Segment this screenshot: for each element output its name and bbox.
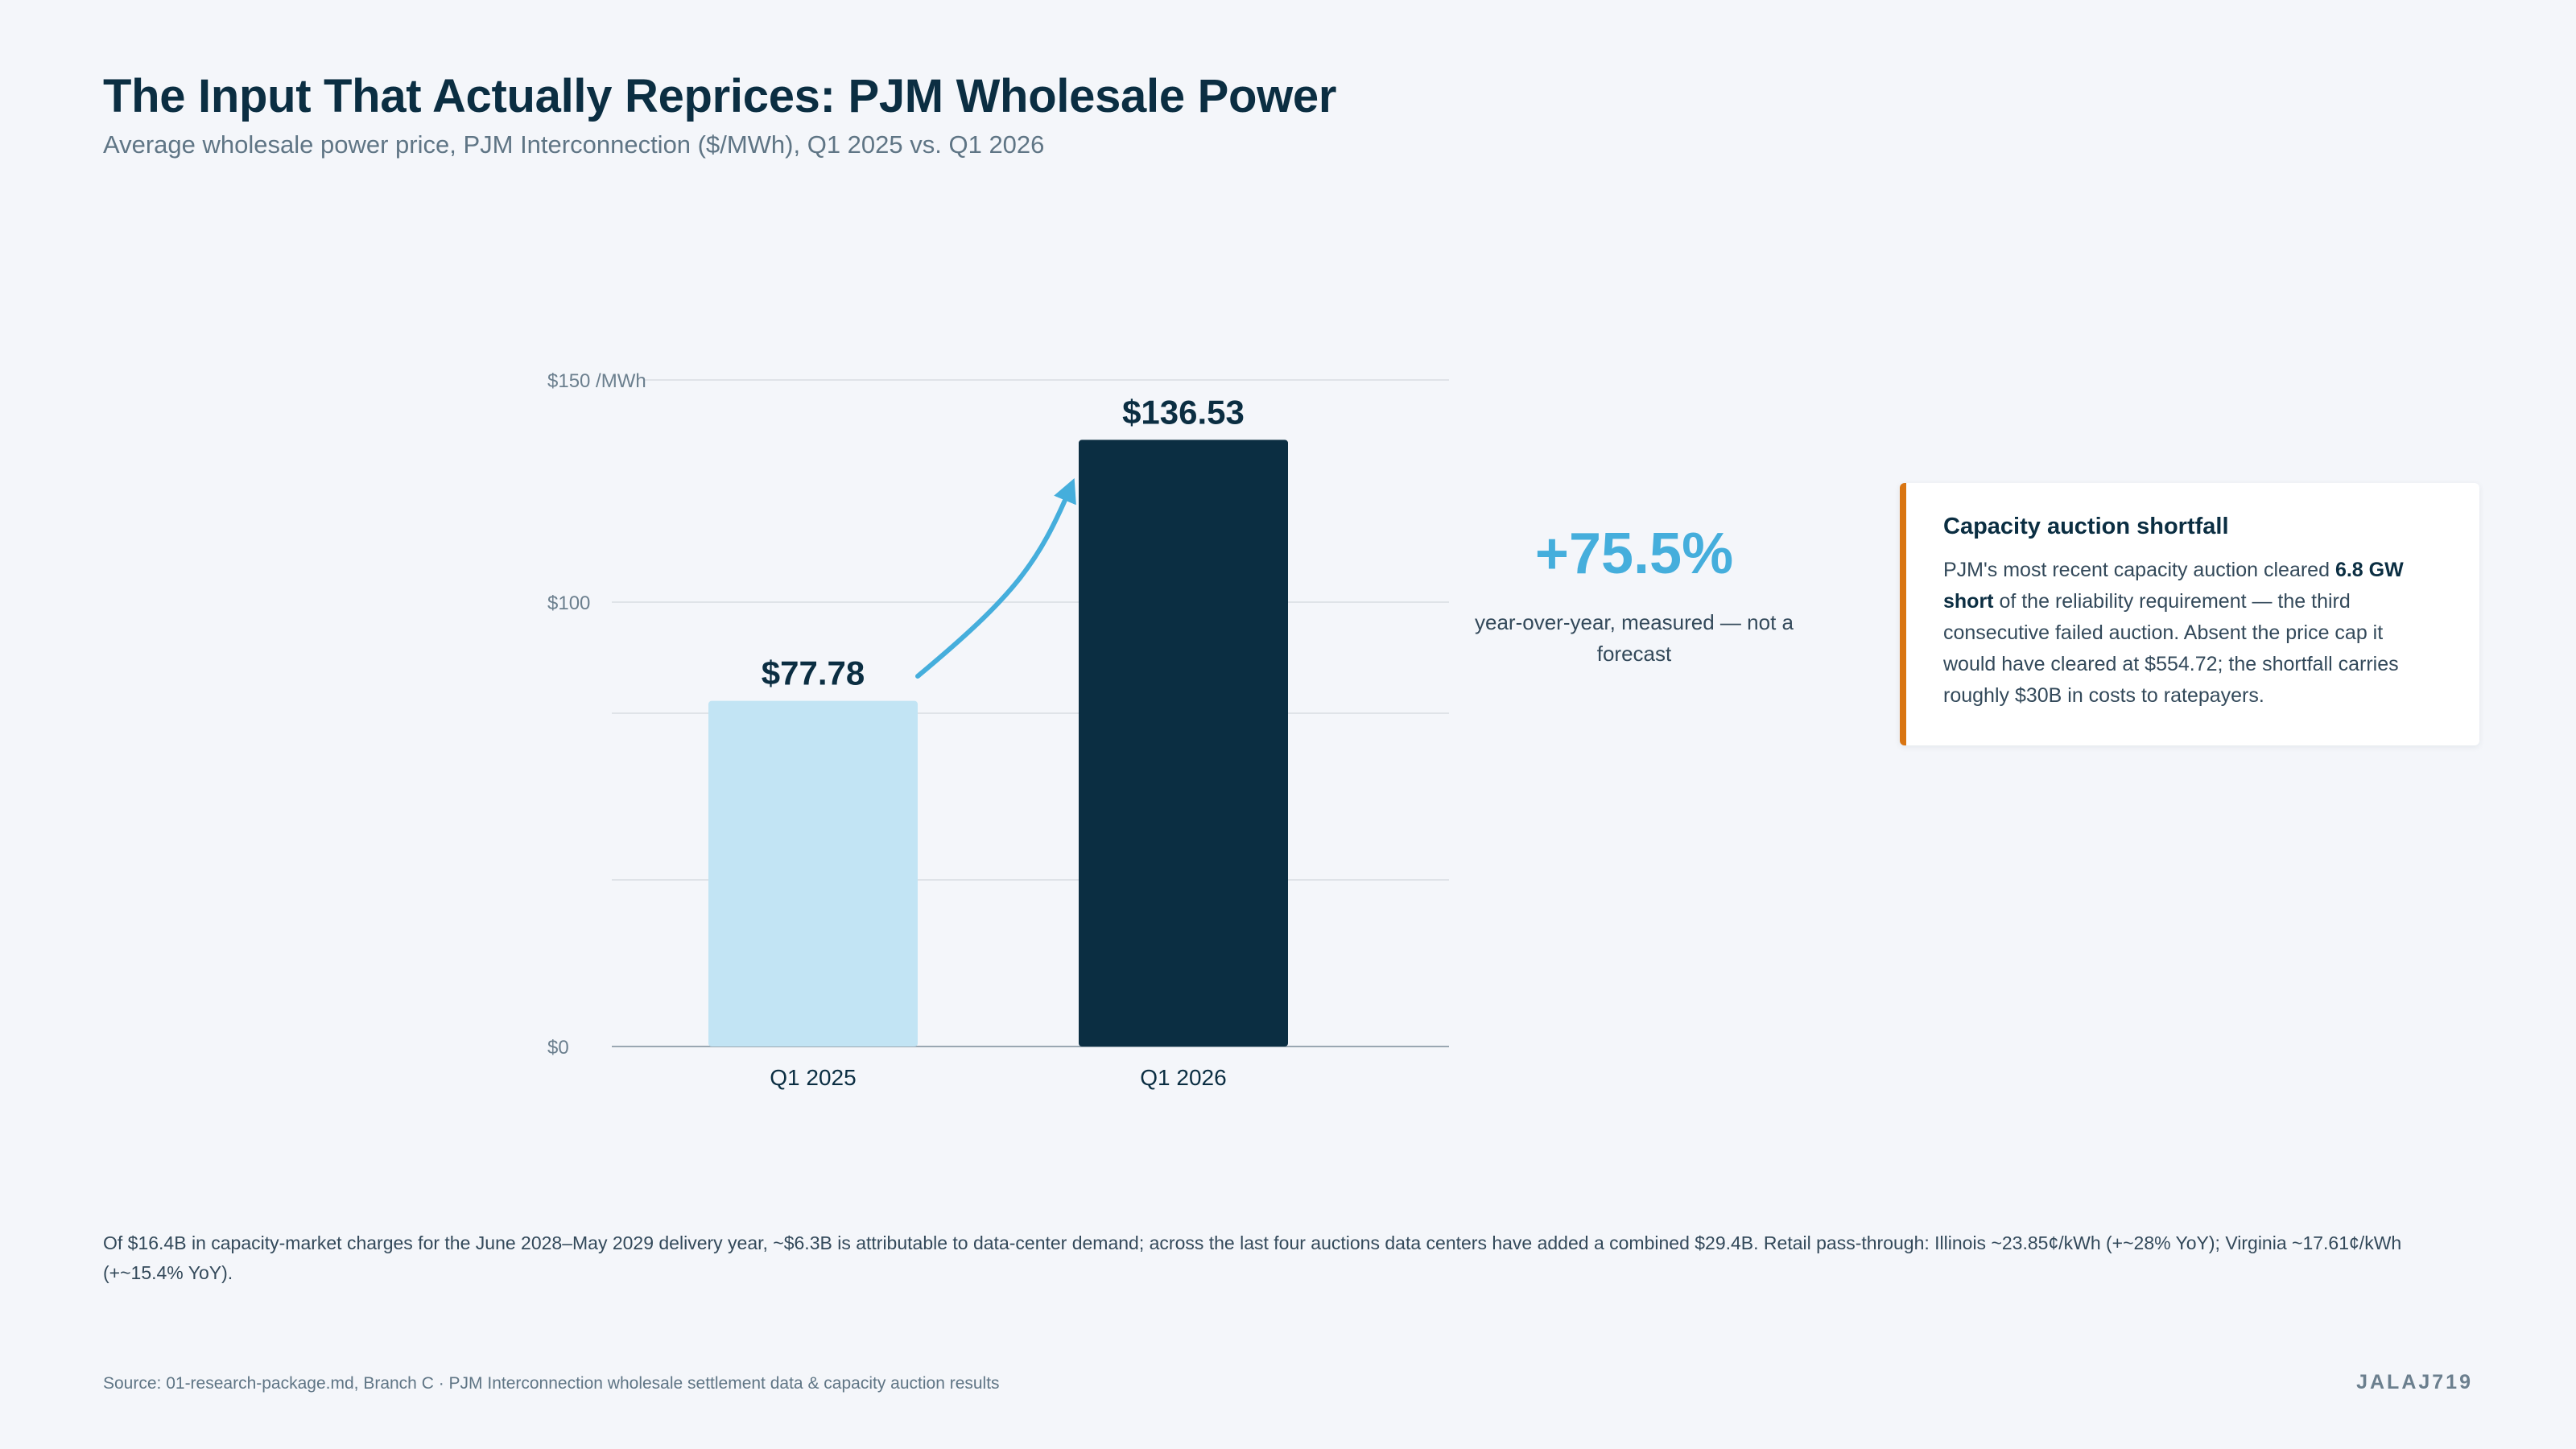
bar-value-label: $136.53 bbox=[1122, 393, 1245, 431]
y-tick-label: $100 bbox=[547, 592, 590, 614]
footnote: Of $16.4B in capacity-market charges for… bbox=[103, 1232, 2402, 1283]
yoy-change-value: +75.5% bbox=[1534, 522, 1734, 586]
bar-value-label: $77.78 bbox=[762, 654, 865, 692]
card-body: PJM's most recent capacity auction clear… bbox=[1943, 555, 2439, 712]
capacity-auction-card: Capacity auction shortfall PJM's most re… bbox=[1900, 483, 2479, 745]
bar-chart: $0 $100 $150 /MWh $77.78 Q1 2025 $136.53 Q1 20… bbox=[547, 370, 1449, 1090]
card-body-text: PJM's most recent capacity auction clear… bbox=[1943, 559, 2335, 581]
yoy-change-label: year-over-year, measured — not a forecas… bbox=[1475, 610, 1794, 666]
y-tick-label: $150 /MWh bbox=[547, 370, 646, 392]
x-tick-label: Q1 2025 bbox=[770, 1065, 856, 1090]
bar bbox=[1079, 440, 1288, 1046]
page-subtitle: Average wholesale power price, PJM Inter… bbox=[103, 130, 1045, 159]
bar bbox=[708, 700, 918, 1046]
source-note: Source: 01-research-package.md, Branch C… bbox=[103, 1374, 1000, 1393]
page-title: The Input That Actually Reprices: PJM Wh… bbox=[103, 70, 1337, 122]
increase-arrow bbox=[915, 477, 1076, 679]
yoy-callout: +75.5% year-over-year, measured — not a … bbox=[1457, 525, 1811, 670]
x-tick-label: Q1 2026 bbox=[1140, 1065, 1226, 1090]
card-body-text-continued: of the reliability requirement — the thi… bbox=[1943, 590, 2399, 707]
brand-mark: JALAJ719 bbox=[2356, 1371, 2473, 1393]
card-body-highlight: 6.8 GW short bbox=[1943, 559, 2404, 613]
card-title: Capacity auction shortfall bbox=[1943, 514, 2229, 539]
y-tick-label: $0 bbox=[547, 1037, 569, 1059]
